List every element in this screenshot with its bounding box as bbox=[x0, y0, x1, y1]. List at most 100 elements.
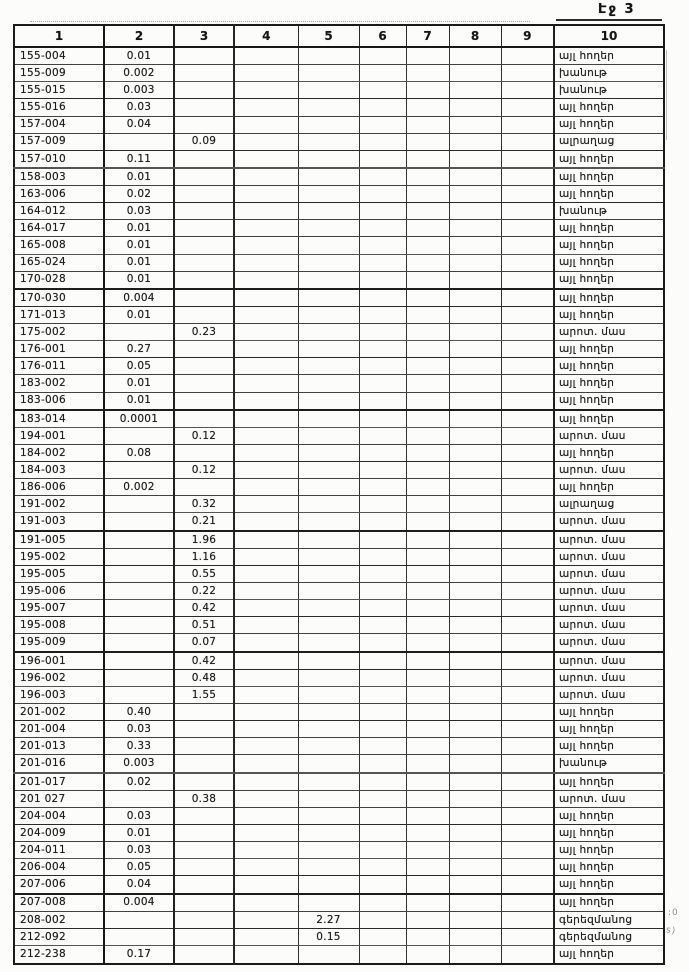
cell-value bbox=[234, 669, 299, 688]
cell-value: 0.04 bbox=[104, 116, 175, 134]
cell-value bbox=[449, 599, 502, 618]
table-row: 175-002 0.23 արոտ. մաս bbox=[14, 323, 665, 342]
table-row: 163-006 0.02 այլ հողեր bbox=[14, 185, 665, 204]
cell-value bbox=[449, 720, 502, 739]
cell-value bbox=[406, 167, 450, 187]
scan-edge-artifact bbox=[666, 50, 667, 140]
cell-parcel-code: 163-006 bbox=[14, 185, 105, 204]
cell-value: 0.40 bbox=[104, 703, 175, 722]
cell-value bbox=[359, 185, 407, 204]
cell-value: 0.004 bbox=[104, 893, 175, 912]
cell-land-type: արոտ. մաս bbox=[554, 461, 665, 480]
cell-value bbox=[449, 651, 502, 670]
cell-value bbox=[449, 841, 502, 860]
cell-value bbox=[359, 167, 407, 187]
table-row: 164-017 0.01 այլ հողեր bbox=[14, 219, 665, 238]
cell-value: 1.96 bbox=[174, 530, 235, 550]
column-header-3: 3 bbox=[174, 25, 235, 48]
cell-value: 1.16 bbox=[174, 548, 235, 567]
cell-value: 0.01 bbox=[104, 392, 175, 411]
cell-value bbox=[449, 565, 502, 584]
cell-value bbox=[359, 824, 407, 843]
cell-value bbox=[449, 478, 502, 497]
cell-value bbox=[359, 254, 407, 272]
cell-value bbox=[501, 150, 555, 169]
cell-parcel-code: 204-009 bbox=[14, 824, 105, 843]
cell-value: 0.23 bbox=[174, 323, 235, 342]
cell-value: 0.01 bbox=[104, 47, 175, 66]
cell-value bbox=[449, 219, 502, 238]
table-row: 191-003 0.21 արոտ. մաս bbox=[14, 512, 665, 532]
cell-land-type: այլ հողեր bbox=[554, 47, 665, 66]
cell-value bbox=[406, 374, 450, 393]
cell-value bbox=[298, 81, 360, 100]
cell-value bbox=[234, 616, 299, 635]
cell-value bbox=[359, 427, 407, 446]
cell-value bbox=[406, 669, 450, 688]
cell-value bbox=[501, 306, 555, 325]
cell-value bbox=[234, 236, 299, 255]
cell-value bbox=[174, 928, 235, 947]
cell-value: 0.51 bbox=[174, 616, 235, 635]
cell-value bbox=[234, 116, 299, 134]
cell-value: 0.32 bbox=[174, 495, 235, 514]
cell-land-type: այլ հողեր bbox=[554, 306, 665, 325]
cell-value bbox=[174, 772, 235, 791]
cell-parcel-code: 195-007 bbox=[14, 599, 105, 618]
cell-value: 0.05 bbox=[104, 357, 175, 376]
table-row: 201-004 0.03 այլ հողեր bbox=[14, 720, 665, 739]
cell-value bbox=[359, 495, 407, 514]
cell-value bbox=[359, 306, 407, 325]
cell-land-type: այլ հողեր bbox=[554, 841, 665, 860]
cell-value bbox=[359, 703, 407, 722]
cell-value: 0.01 bbox=[104, 236, 175, 255]
cell-value bbox=[174, 254, 235, 272]
cell-value bbox=[298, 150, 360, 169]
cell-land-type: այլ հողեր bbox=[554, 288, 665, 308]
cell-land-type: արոտ. մաս bbox=[554, 512, 665, 532]
cell-value bbox=[406, 495, 450, 514]
cell-value bbox=[234, 858, 299, 877]
cell-land-type: այլ հողեր bbox=[554, 357, 665, 376]
cell-value bbox=[298, 858, 360, 877]
cell-value bbox=[501, 737, 555, 756]
cell-value bbox=[501, 392, 555, 411]
cell-value bbox=[449, 271, 502, 290]
cell-value bbox=[298, 772, 360, 791]
cell-value bbox=[501, 824, 555, 843]
cell-parcel-code: 201-002 bbox=[14, 703, 105, 722]
cell-parcel-code: 155-004 bbox=[14, 47, 105, 66]
cell-value bbox=[298, 530, 360, 550]
cell-parcel-code: 191-003 bbox=[14, 512, 105, 532]
table-row: 157-004 0.04 այլ հողեր bbox=[14, 116, 665, 134]
cell-value bbox=[501, 409, 555, 429]
cell-value bbox=[234, 374, 299, 393]
cell-value bbox=[298, 219, 360, 238]
cell-value bbox=[449, 133, 502, 151]
cell-land-type: այլ հողեր bbox=[554, 824, 665, 843]
cell-parcel-code: 206-004 bbox=[14, 858, 105, 877]
cell-value bbox=[174, 271, 235, 290]
cell-value bbox=[501, 219, 555, 238]
cell-value bbox=[406, 875, 450, 895]
cell-value bbox=[234, 565, 299, 584]
cell-value bbox=[406, 288, 450, 308]
cell-parcel-code: 196-002 bbox=[14, 669, 105, 688]
cell-value bbox=[359, 374, 407, 393]
cell-value bbox=[406, 150, 450, 169]
cell-value bbox=[298, 236, 360, 255]
cell-value: 0.01 bbox=[104, 374, 175, 393]
cell-value bbox=[298, 167, 360, 187]
cell-value: 0.09 bbox=[174, 133, 235, 151]
cell-parcel-code: 176-011 bbox=[14, 357, 105, 376]
table-row: 183-006 0.01 այլ հողեր bbox=[14, 392, 665, 411]
cell-parcel-code: 207-006 bbox=[14, 875, 105, 895]
cell-value bbox=[174, 392, 235, 411]
cell-value bbox=[234, 47, 299, 66]
cell-land-type: արոտ. մաս bbox=[554, 548, 665, 567]
table-row: 195-002 1.16 արոտ. մաս bbox=[14, 548, 665, 567]
cell-value bbox=[298, 64, 360, 83]
cell-value bbox=[501, 858, 555, 877]
cell-value bbox=[406, 737, 450, 756]
cell-value bbox=[501, 616, 555, 635]
